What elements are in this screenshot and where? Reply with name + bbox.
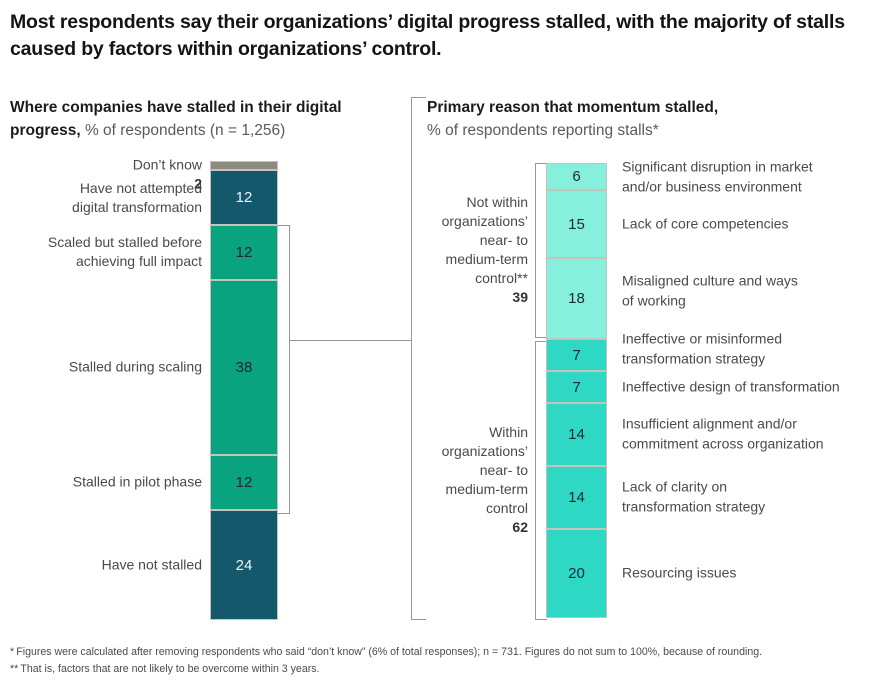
footnote-1: * Figures were calculated after removing…	[10, 646, 763, 658]
segment-value: 7	[572, 346, 581, 364]
reason-label-design: Ineffective design of transformation	[622, 378, 840, 395]
left-chart-header: Where companies have stalled in their di…	[10, 96, 412, 142]
label-have-not-stalled: Have not stalled	[101, 556, 202, 573]
group-total-within: 62	[512, 519, 528, 535]
group-label-within: Within organizations’ near- to medium-te…	[403, 404, 528, 556]
bar-segment-resourcing: 20	[546, 529, 607, 618]
left-chart-header-bold: Where companies have stalled in their di…	[10, 99, 342, 139]
bar-segment-culture: 18	[546, 258, 607, 339]
reason-label-misinformed-strategy: Ineffective or misinformed transformatio…	[622, 330, 783, 367]
reason-label-resourcing: Resourcing issues	[622, 564, 737, 581]
label-stalled-during-scaling: Stalled during scaling	[68, 358, 202, 375]
segment-value: 6	[572, 168, 581, 185]
bar-segment-disruption: 6	[546, 163, 607, 190]
segment-value: 20	[568, 565, 585, 582]
stalled-segments-bracket	[278, 225, 290, 514]
label-have-not-attempted: Have not attempted digital transformatio…	[72, 180, 202, 215]
segment-value: 14	[568, 426, 585, 443]
bar-segment-scaled-but-stalled: 12	[210, 225, 278, 280]
bar-segment-stalled-during-scaling: 38	[210, 280, 278, 455]
reason-label-disruption: Significant disruption in market and/or …	[622, 158, 813, 195]
segment-value: 15	[568, 215, 585, 233]
bar-segment-design: 7	[546, 371, 607, 403]
not-within-control-bracket	[535, 163, 547, 338]
group-label-within-text: Within organizations’ near- to medium-te…	[441, 424, 528, 516]
within-control-bracket	[535, 341, 547, 620]
exhibit-title: Most respondents say their organizations…	[10, 11, 845, 60]
bar-segment-alignment: 14	[546, 403, 607, 466]
segment-value: 38	[235, 359, 253, 376]
segment-value: 12	[235, 189, 253, 206]
segment-value: 12	[235, 244, 253, 261]
footnote-2: ** That is, factors that are not likely …	[10, 663, 320, 675]
bar-segment-stalled-in-pilot: 12	[210, 455, 278, 510]
bar-segment-dont-know	[210, 161, 278, 170]
group-total-not-within: 39	[512, 289, 528, 305]
connector-line	[289, 340, 411, 341]
group-label-not-within: Not within organizations’ near- to mediu…	[403, 174, 528, 326]
label-dont-know: Don’t know 2	[10, 137, 202, 194]
label-stalled-in-pilot: Stalled in pilot phase	[72, 473, 202, 490]
reason-label-culture: Misaligned culture and ways of working	[622, 272, 798, 309]
left-stacked-bar: 12 12 38 12 24	[210, 161, 278, 620]
right-stacked-bar: 6 15 18 7 7 14 14 20	[546, 163, 607, 618]
segment-value: 12	[235, 474, 253, 491]
label-dont-know-text: Don’t know	[132, 156, 202, 173]
label-scaled-but-stalled: Scaled but stalled before achieving full…	[47, 234, 202, 269]
group-label-not-within-text: Not within organizations’ near- to mediu…	[441, 194, 528, 286]
bar-segment-have-not-stalled: 24	[210, 510, 278, 620]
reason-label-competencies: Lack of core competencies	[622, 215, 789, 232]
right-chart-header-bold: Primary reason that momentum stalled,	[427, 99, 719, 116]
segment-value: 14	[568, 489, 585, 506]
reason-label-clarity: Lack of clarity on transformation strate…	[622, 478, 766, 515]
right-section-bracket	[411, 97, 426, 620]
segment-value: 24	[235, 556, 253, 574]
right-chart-header-subtitle: % of respondents reporting stalls*	[427, 122, 659, 139]
label-dont-know-value: 2	[194, 175, 202, 192]
bar-segment-have-not-attempted: 12	[210, 170, 278, 225]
bar-segment-competencies: 15	[546, 190, 607, 258]
reason-label-alignment: Insufficient alignment and/or commitment…	[622, 415, 824, 452]
right-chart-header: Primary reason that momentum stalled, % …	[427, 96, 877, 142]
bar-segment-misinformed-strategy: 7	[546, 339, 607, 371]
bar-segment-clarity: 14	[546, 466, 607, 529]
segment-value: 18	[568, 290, 585, 307]
segment-value: 7	[572, 378, 581, 396]
left-chart-header-subtitle: % of respondents (n = 1,256)	[84, 122, 286, 139]
